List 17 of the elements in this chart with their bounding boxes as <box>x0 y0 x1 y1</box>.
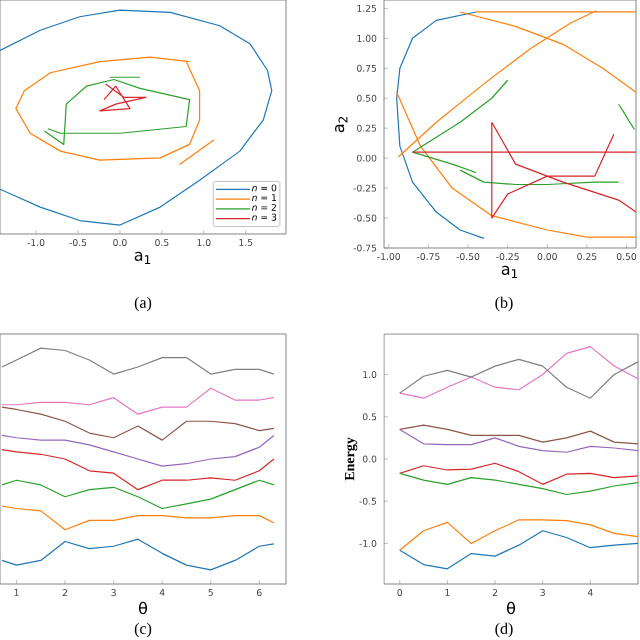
y-axis-title: a$_{2}$ <box>335 116 348 133</box>
x-axis-title: θ <box>138 601 148 615</box>
line-series <box>399 472 639 496</box>
text: (a) <box>134 296 152 312</box>
line-series <box>399 462 639 485</box>
line-series <box>399 346 639 399</box>
x-axis-title: a$_{1}$ <box>134 251 151 264</box>
x-axis-title: a$_{1}$ <box>501 265 518 278</box>
line-series <box>399 428 639 453</box>
line-series <box>399 530 639 570</box>
line-series <box>399 519 639 551</box>
line-series <box>396 11 485 240</box>
line-series <box>399 358 639 399</box>
text: (b) <box>495 296 513 312</box>
x-axis-title: θ <box>507 601 516 615</box>
text: (c) <box>134 622 152 638</box>
text: (d) <box>495 622 513 638</box>
